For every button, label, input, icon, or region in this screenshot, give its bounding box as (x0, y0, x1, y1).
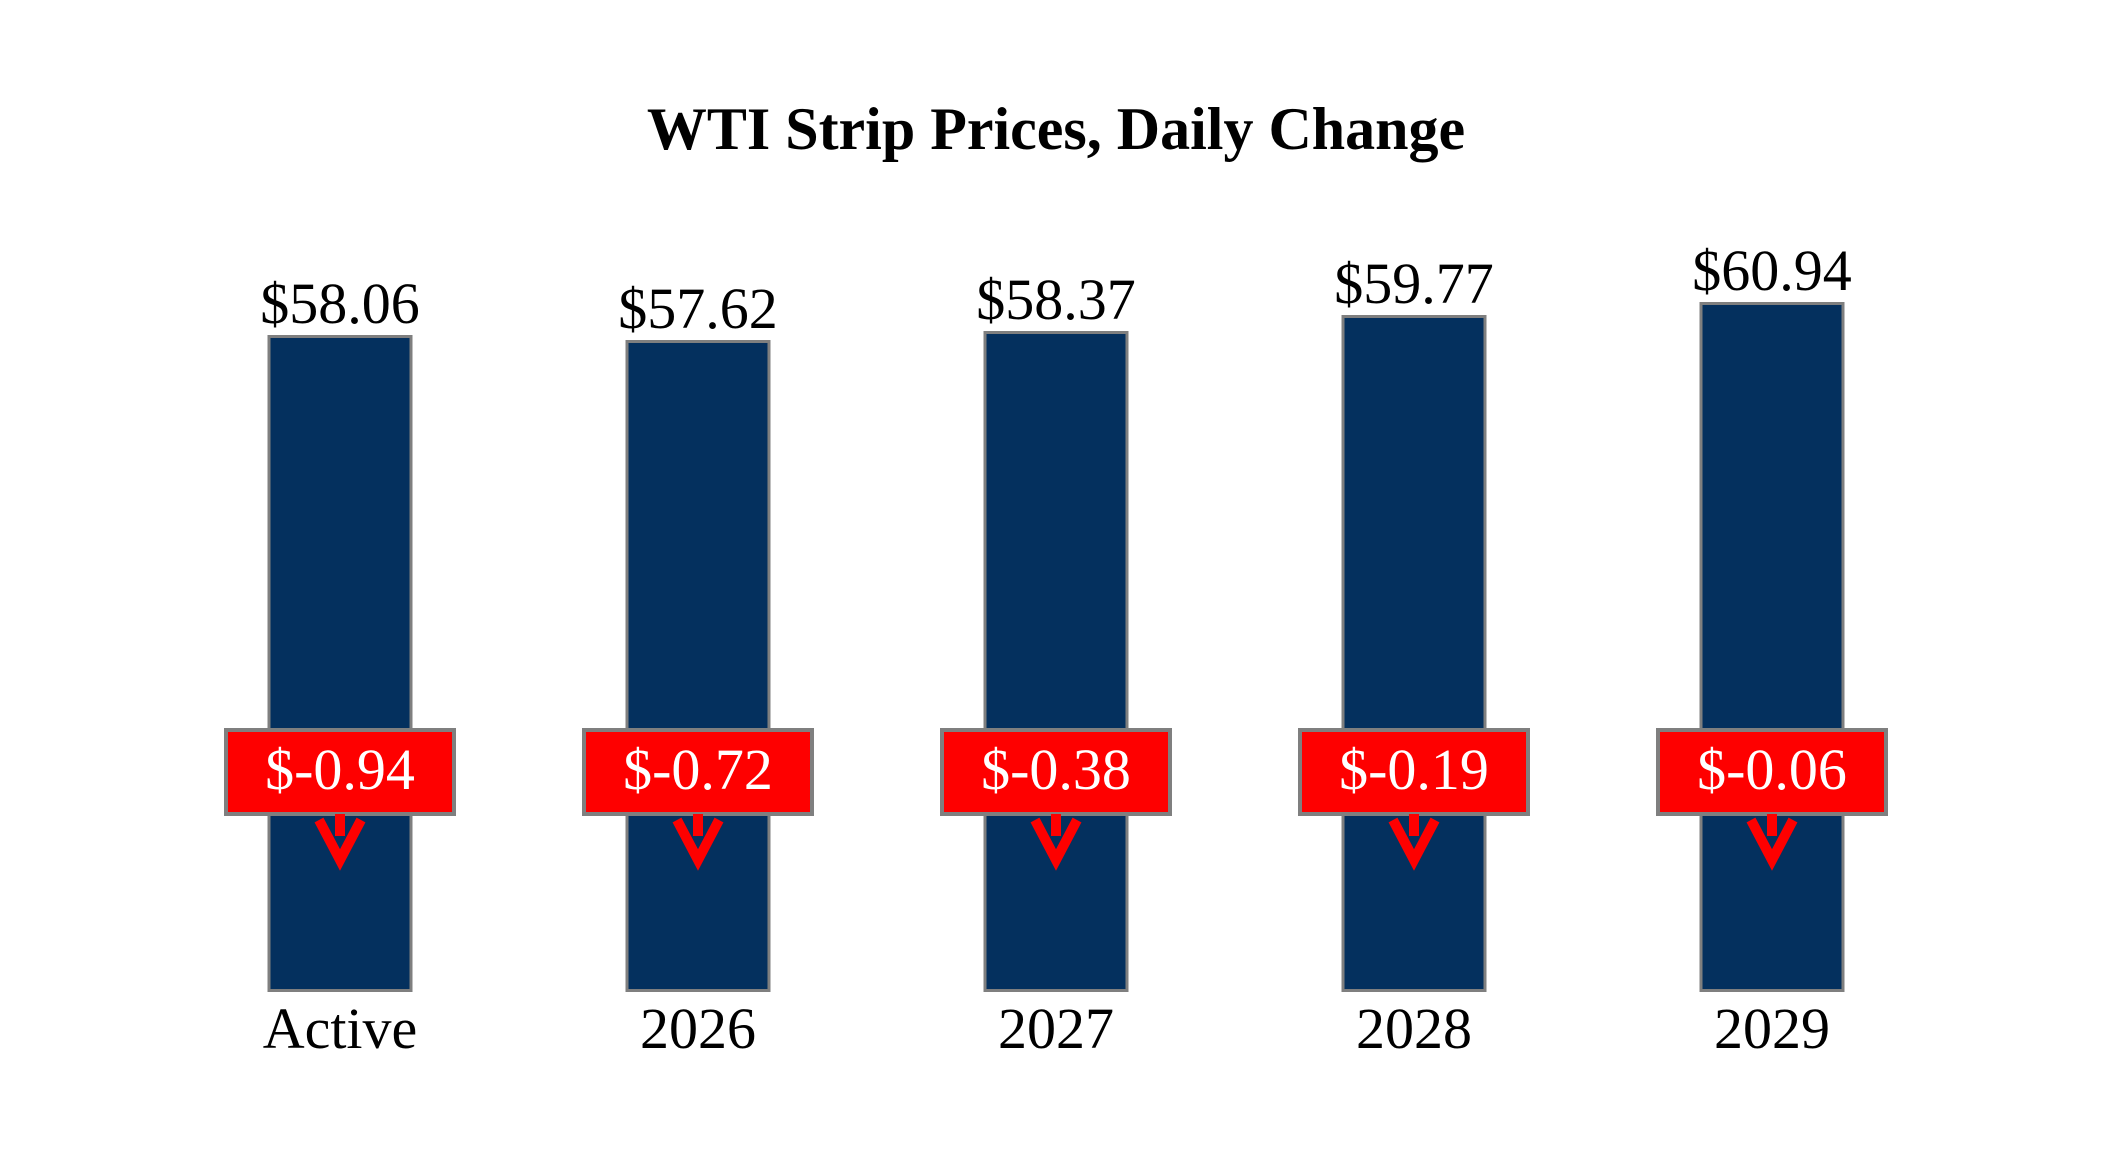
daily-change-value: $-0.72 (623, 737, 773, 802)
category-label: 2027 (998, 996, 1114, 1061)
down-arrow-icon (314, 814, 366, 871)
price-label: $60.94 (1692, 238, 1852, 303)
chart-title: WTI Strip Prices, Daily Change (646, 96, 1466, 162)
category-label: Active (262, 996, 418, 1061)
price-bar (267, 335, 413, 992)
daily-change-value: $-0.94 (265, 737, 415, 802)
bar-group-2026: $57.62 $-0.72 2026 (519, 0, 877, 1152)
category-label: 2029 (1714, 996, 1830, 1061)
daily-change-badge: $-0.19 (1298, 728, 1530, 816)
daily-change-value: $-0.06 (1697, 737, 1847, 802)
bar-group-2028: $59.77 $-0.19 2028 (1235, 0, 1593, 1152)
daily-change-badge: $-0.94 (224, 728, 456, 816)
daily-change-badge: $-0.38 (940, 728, 1172, 816)
category-label: 2026 (640, 996, 756, 1061)
down-arrow-icon (1746, 814, 1798, 871)
down-arrow-icon (672, 814, 724, 871)
price-label: $58.06 (260, 271, 420, 336)
down-arrow-icon (1388, 814, 1440, 871)
down-arrow-icon (1030, 814, 1082, 871)
daily-change-value: $-0.38 (981, 737, 1131, 802)
bar-group-2029: $60.94 $-0.06 2029 (1593, 0, 1951, 1152)
price-bar (1341, 315, 1487, 992)
price-label: $59.77 (1334, 251, 1494, 316)
price-bar (625, 340, 771, 992)
price-bar (983, 331, 1129, 992)
price-bar (1699, 302, 1845, 992)
price-label: $57.62 (618, 276, 778, 341)
price-label: $58.37 (976, 267, 1136, 332)
bar-group-2027: $58.37 $-0.38 2027 (877, 0, 1235, 1152)
category-label: 2028 (1356, 996, 1472, 1061)
daily-change-badge: $-0.06 (1656, 728, 1888, 816)
daily-change-value: $-0.19 (1339, 737, 1489, 802)
daily-change-badge: $-0.72 (582, 728, 814, 816)
bar-group-active: $58.06 $-0.94 Active (161, 0, 519, 1152)
